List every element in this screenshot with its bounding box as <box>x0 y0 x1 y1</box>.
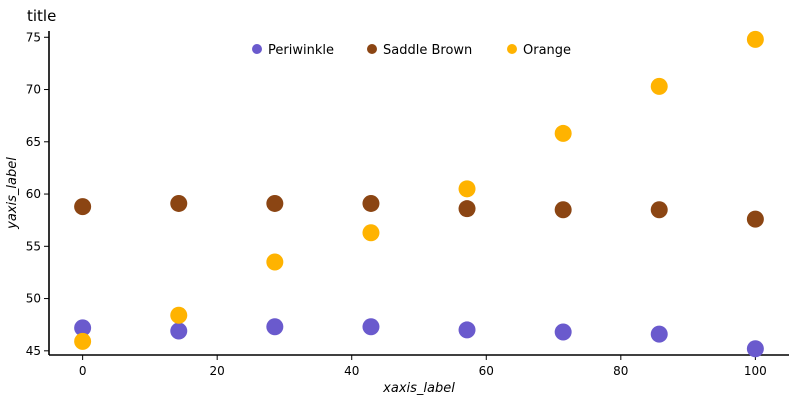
periwinkle-point <box>362 318 380 336</box>
y-axis-label: yaxis_label <box>5 157 20 230</box>
orange-point <box>74 332 92 350</box>
x-tick-label: 20 <box>210 364 225 378</box>
orange-point <box>650 77 668 95</box>
chart-title: title <box>27 7 56 25</box>
legend-label-saddle-brown: Saddle Brown <box>383 43 472 58</box>
x-tick-label: 40 <box>344 364 359 378</box>
periwinkle-point <box>266 318 284 336</box>
y-tick-label: 70 <box>26 83 41 97</box>
saddle-brown-point <box>266 194 284 212</box>
x-tick-label: 0 <box>79 364 87 378</box>
periwinkle-point <box>74 319 92 337</box>
legend-marker-orange <box>507 44 517 54</box>
y-tick-label: 50 <box>26 292 41 306</box>
saddle-brown-point <box>554 201 572 219</box>
x-axis-ticks: 0 20 40 60 80 100 <box>79 355 767 378</box>
legend-label-periwinkle: Periwinkle <box>268 43 334 58</box>
data-points <box>74 30 764 358</box>
orange-point <box>746 30 764 48</box>
periwinkle-point <box>746 340 764 358</box>
saddle-brown-point <box>746 210 764 228</box>
orange-point <box>170 306 188 324</box>
orange-point <box>266 253 284 271</box>
periwinkle-point <box>650 325 668 343</box>
y-tick-label: 60 <box>26 187 41 201</box>
legend-marker-periwinkle <box>252 44 262 54</box>
y-tick-label: 75 <box>26 30 41 44</box>
saddle-brown-point <box>650 201 668 219</box>
saddle-brown-point <box>74 198 92 216</box>
orange-point <box>554 124 572 142</box>
y-tick-label: 55 <box>26 239 41 253</box>
periwinkle-point <box>458 321 476 339</box>
orange-point <box>458 180 476 198</box>
x-tick-label: 80 <box>613 364 628 378</box>
legend-marker-saddle-brown <box>367 44 377 54</box>
x-tick-label: 60 <box>479 364 494 378</box>
saddle-brown-point <box>170 194 188 212</box>
saddle-brown-point <box>458 200 476 218</box>
orange-point <box>362 224 380 242</box>
y-tick-label: 45 <box>26 344 41 358</box>
y-axis-ticks: 45 50 55 60 65 70 75 <box>26 30 49 358</box>
saddle-brown-point <box>362 194 380 212</box>
periwinkle-point <box>554 323 572 341</box>
x-tick-label: 100 <box>744 364 767 378</box>
x-axis-label: xaxis_label <box>382 381 455 396</box>
legend: Periwinkle Saddle Brown Orange <box>252 43 571 58</box>
legend-label-orange: Orange <box>523 43 571 58</box>
periwinkle-point <box>170 322 188 340</box>
y-tick-label: 65 <box>26 135 41 149</box>
